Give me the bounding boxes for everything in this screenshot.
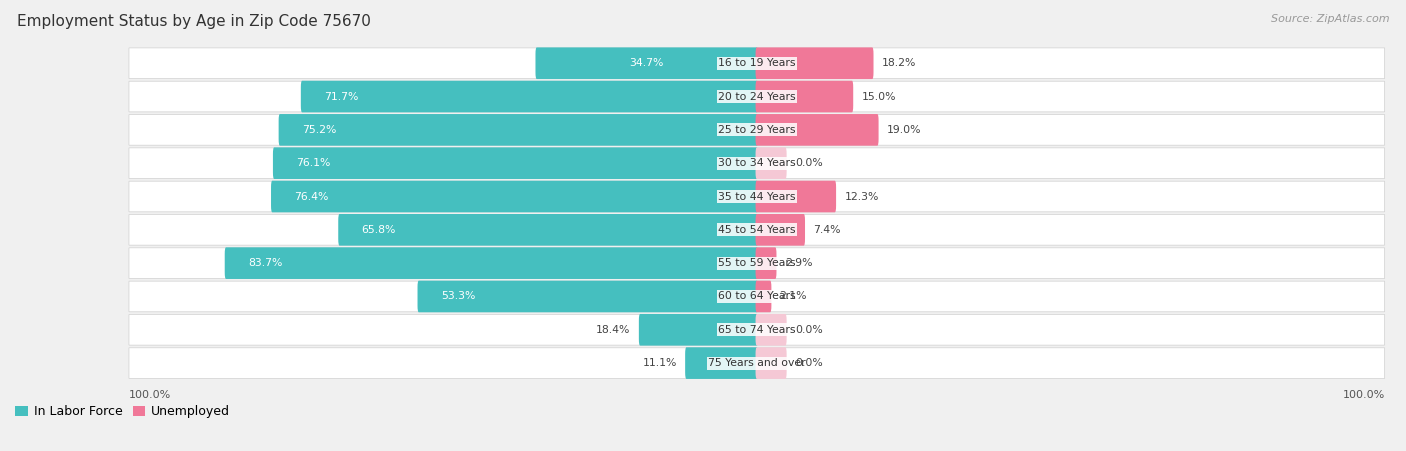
FancyBboxPatch shape: [536, 47, 758, 79]
FancyBboxPatch shape: [273, 147, 758, 179]
FancyBboxPatch shape: [755, 214, 806, 246]
Text: 65.8%: 65.8%: [361, 225, 396, 235]
Text: 7.4%: 7.4%: [813, 225, 841, 235]
Text: 76.4%: 76.4%: [294, 192, 329, 202]
FancyBboxPatch shape: [755, 314, 786, 345]
FancyBboxPatch shape: [755, 47, 873, 79]
FancyBboxPatch shape: [339, 214, 758, 246]
Text: 11.1%: 11.1%: [643, 358, 676, 368]
Text: 100.0%: 100.0%: [1343, 390, 1385, 400]
FancyBboxPatch shape: [755, 347, 786, 379]
FancyBboxPatch shape: [129, 81, 1385, 112]
FancyBboxPatch shape: [755, 147, 786, 179]
Legend: In Labor Force, Unemployed: In Labor Force, Unemployed: [15, 405, 231, 418]
Text: 2.1%: 2.1%: [780, 291, 807, 301]
FancyBboxPatch shape: [638, 314, 758, 345]
FancyBboxPatch shape: [755, 114, 879, 146]
Text: 18.4%: 18.4%: [596, 325, 631, 335]
Text: 19.0%: 19.0%: [887, 125, 921, 135]
Text: 20 to 24 Years: 20 to 24 Years: [718, 92, 796, 101]
Text: 34.7%: 34.7%: [630, 58, 664, 68]
Text: 2.9%: 2.9%: [785, 258, 813, 268]
FancyBboxPatch shape: [755, 247, 776, 279]
Text: 71.7%: 71.7%: [325, 92, 359, 101]
Text: 65 to 74 Years: 65 to 74 Years: [718, 325, 796, 335]
Text: 0.0%: 0.0%: [794, 158, 823, 168]
Text: 83.7%: 83.7%: [249, 258, 283, 268]
Text: 30 to 34 Years: 30 to 34 Years: [718, 158, 796, 168]
Text: 75 Years and over: 75 Years and over: [709, 358, 806, 368]
FancyBboxPatch shape: [129, 314, 1385, 345]
FancyBboxPatch shape: [129, 348, 1385, 378]
Text: 0.0%: 0.0%: [794, 358, 823, 368]
FancyBboxPatch shape: [278, 114, 758, 146]
Text: 53.3%: 53.3%: [441, 291, 475, 301]
FancyBboxPatch shape: [129, 181, 1385, 212]
Text: 55 to 59 Years: 55 to 59 Years: [718, 258, 796, 268]
Text: 12.3%: 12.3%: [845, 192, 879, 202]
FancyBboxPatch shape: [129, 148, 1385, 179]
Text: 0.0%: 0.0%: [794, 325, 823, 335]
Text: 25 to 29 Years: 25 to 29 Years: [718, 125, 796, 135]
Text: 16 to 19 Years: 16 to 19 Years: [718, 58, 796, 68]
FancyBboxPatch shape: [129, 115, 1385, 145]
FancyBboxPatch shape: [271, 181, 758, 212]
FancyBboxPatch shape: [685, 347, 758, 379]
Text: 18.2%: 18.2%: [882, 58, 917, 68]
FancyBboxPatch shape: [301, 81, 758, 112]
Text: 76.1%: 76.1%: [297, 158, 330, 168]
Text: Source: ZipAtlas.com: Source: ZipAtlas.com: [1271, 14, 1389, 23]
FancyBboxPatch shape: [225, 247, 758, 279]
Text: 60 to 64 Years: 60 to 64 Years: [718, 291, 796, 301]
Text: 15.0%: 15.0%: [862, 92, 896, 101]
FancyBboxPatch shape: [418, 281, 758, 312]
FancyBboxPatch shape: [129, 248, 1385, 278]
FancyBboxPatch shape: [755, 81, 853, 112]
Text: 75.2%: 75.2%: [302, 125, 336, 135]
Text: 35 to 44 Years: 35 to 44 Years: [718, 192, 796, 202]
FancyBboxPatch shape: [129, 215, 1385, 245]
Text: 100.0%: 100.0%: [129, 390, 172, 400]
Text: 45 to 54 Years: 45 to 54 Years: [718, 225, 796, 235]
FancyBboxPatch shape: [129, 281, 1385, 312]
Text: Employment Status by Age in Zip Code 75670: Employment Status by Age in Zip Code 756…: [17, 14, 371, 28]
FancyBboxPatch shape: [129, 48, 1385, 78]
FancyBboxPatch shape: [755, 281, 772, 312]
FancyBboxPatch shape: [755, 181, 837, 212]
